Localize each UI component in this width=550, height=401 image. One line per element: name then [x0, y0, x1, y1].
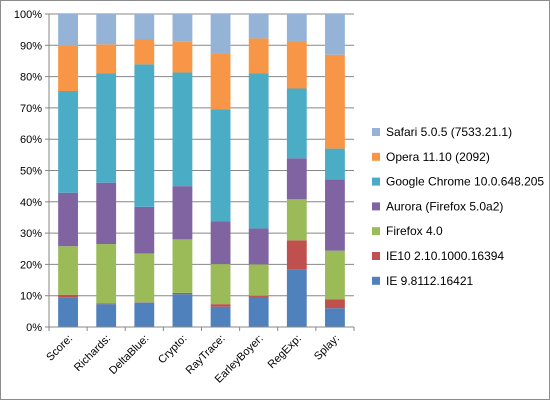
bar-segment	[134, 303, 154, 327]
bar-segment	[173, 293, 193, 294]
legend-swatch	[372, 202, 380, 210]
legend-label: Firefox 4.0	[386, 224, 443, 238]
bar-segment	[325, 55, 345, 149]
bar-segment	[249, 264, 269, 295]
bar-segment	[134, 14, 154, 39]
bar-segment	[325, 308, 345, 327]
legend-swatch	[372, 153, 380, 161]
legend-label: Opera 11.10 (2092)	[386, 150, 490, 164]
x-axis: Score:Richards:DeltaBlue:Crypto:RayTrace…	[44, 327, 354, 386]
bar-segment	[96, 244, 116, 303]
bar-segment	[96, 73, 116, 183]
bar-segment	[58, 297, 78, 327]
bar-segment	[249, 73, 269, 228]
bar-segment	[173, 239, 193, 293]
x-category-label: Splay:	[312, 333, 342, 363]
bar-segment	[96, 14, 116, 44]
bar-segment	[173, 294, 193, 327]
legend-swatch	[372, 128, 380, 136]
legend-label: Google Chrome 10.0.648.205	[386, 175, 544, 189]
y-tick-label: 80%	[20, 72, 42, 84]
legend-swatch	[372, 178, 380, 186]
bar-segment	[211, 14, 231, 53]
bar-segment	[287, 88, 307, 158]
legend-swatch	[372, 227, 380, 235]
y-tick-label: 30%	[20, 228, 42, 240]
y-tick-label: 0%	[26, 322, 42, 334]
bar-segment	[96, 44, 116, 73]
bar-segment	[173, 41, 193, 72]
bar-segment	[249, 228, 269, 264]
bar-segment	[211, 304, 231, 307]
legend-label: IE10 2.10.1000.16394	[386, 249, 504, 263]
bar-segment	[58, 46, 78, 91]
bar-segment	[325, 179, 345, 250]
bar-segment	[173, 186, 193, 239]
bar-segment	[287, 158, 307, 199]
bar-segment	[96, 304, 116, 327]
y-tick-label: 20%	[20, 259, 42, 271]
bar-segment	[173, 14, 193, 41]
bar-segment	[249, 38, 269, 73]
bar-segment	[134, 207, 154, 254]
bar-segment	[134, 64, 154, 206]
legend: Safari 5.0.5 (7533.21.1) Opera 11.10 (209…	[372, 125, 544, 288]
bar-segment	[134, 253, 154, 302]
legend-label: Safari 5.0.5 (7533.21.1)	[386, 125, 512, 139]
bar-segment	[249, 297, 269, 327]
y-tick-label: 50%	[20, 166, 42, 178]
bar-segment	[249, 14, 269, 38]
gridlines	[49, 14, 354, 296]
bar-segment	[211, 264, 231, 304]
bar-segment	[211, 53, 231, 109]
bar-segment	[287, 240, 307, 269]
y-tick-label: 60%	[20, 134, 42, 146]
bar-segment	[287, 14, 307, 42]
bar-segment	[58, 193, 78, 247]
bar-segment	[96, 304, 116, 305]
bar-segment	[249, 296, 269, 297]
bar-segment	[325, 251, 345, 300]
bar-segment	[287, 270, 307, 327]
bar-segment	[58, 246, 78, 295]
y-tick-label: 10%	[20, 291, 42, 303]
x-category-label: Crypto:	[156, 333, 190, 367]
legend-swatch	[372, 277, 380, 285]
y-tick-label: 90%	[20, 40, 42, 52]
bar-segment	[58, 91, 78, 193]
bar-segment	[211, 307, 231, 327]
y-tick-label: 40%	[20, 197, 42, 209]
bar-segment	[58, 295, 78, 298]
bar-segment	[134, 39, 154, 64]
bar-segment	[173, 73, 193, 187]
x-category-label: Score:	[44, 333, 75, 364]
x-category-label: RegExp:	[266, 333, 304, 371]
bar-segment	[325, 14, 345, 55]
bar-segment	[211, 109, 231, 221]
bar-segment	[287, 199, 307, 240]
bar-segment	[325, 149, 345, 180]
x-category-label: DeltaBlue:	[107, 333, 151, 377]
y-tick-label: 70%	[20, 103, 42, 115]
y-tick-label: 100%	[14, 9, 42, 21]
bar-segment	[58, 14, 78, 46]
bar-segment	[287, 42, 307, 89]
bar-segment	[211, 222, 231, 265]
legend-label: Aurora (Firefox 5.0a2)	[386, 199, 503, 213]
y-axis: 0% 10% 20% 30% 40% 50% 60% 70% 80% 90% 100%	[14, 9, 49, 334]
legend-label: IE 9.8112.16421	[386, 274, 474, 288]
bar-segment	[96, 183, 116, 244]
legend-swatch	[372, 252, 380, 260]
bar-segment	[325, 299, 345, 308]
